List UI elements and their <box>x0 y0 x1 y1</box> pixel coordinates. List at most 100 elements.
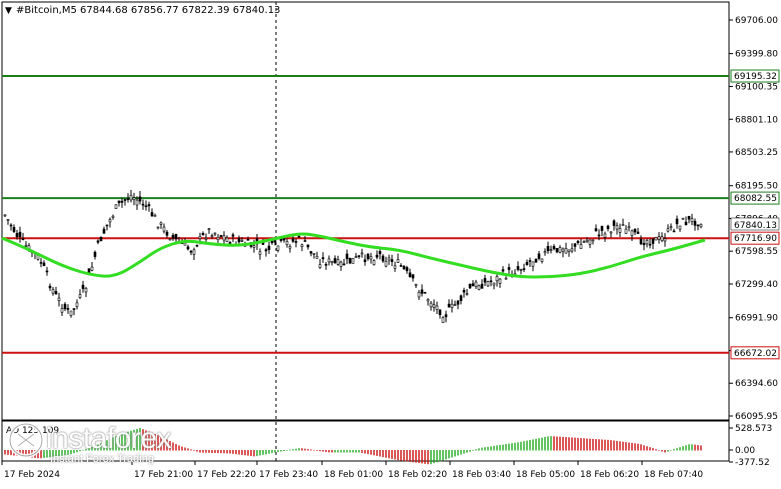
candle-body <box>534 258 538 263</box>
candle-body <box>93 251 97 257</box>
candle-body <box>621 224 625 226</box>
candle-body <box>228 242 232 245</box>
candle-body <box>600 225 604 231</box>
ao-tick-label: -377.52 <box>735 458 770 468</box>
candle-body <box>684 221 688 225</box>
candle-body <box>69 310 73 316</box>
candle-body <box>426 299 430 302</box>
price-tick-label: 66394.60 <box>735 379 778 389</box>
candle-body <box>516 266 520 270</box>
candle-body <box>579 244 583 249</box>
candle-body <box>408 272 412 278</box>
candle-body <box>282 238 286 241</box>
candle-body <box>159 222 163 225</box>
time-tick-label: 17 Feb 2024 <box>4 470 60 480</box>
candle-body <box>57 297 61 302</box>
candle-body <box>207 228 211 231</box>
candle-body <box>105 224 109 227</box>
candle-body <box>498 278 502 284</box>
candle-body <box>531 261 535 267</box>
candle-body <box>627 226 631 229</box>
candle-body <box>219 235 223 237</box>
price-tick-label: 66991.90 <box>735 314 778 324</box>
candle-body <box>63 303 67 310</box>
candle-body <box>390 259 394 262</box>
candle-body <box>165 231 169 236</box>
triangle-down-icon[interactable]: ▼ <box>5 6 12 16</box>
price-tick-label: 69399.80 <box>735 50 778 60</box>
candle-body <box>468 283 472 289</box>
candle-body <box>618 228 622 233</box>
candle-body <box>456 300 460 305</box>
candle-body <box>213 232 217 235</box>
candle-body <box>189 250 193 253</box>
candle-body <box>384 260 388 267</box>
candle-body <box>597 234 601 237</box>
candle-body <box>441 317 445 323</box>
candle-body <box>402 266 406 270</box>
candle-body <box>21 238 25 240</box>
candle-body <box>630 230 634 236</box>
candle-body <box>363 259 367 263</box>
candle-body <box>435 305 439 311</box>
ao-axis: 528.573 0.00 -377.52 <box>729 424 772 468</box>
candle-body <box>345 253 349 260</box>
candle-body <box>246 239 250 241</box>
candle-body <box>483 278 487 283</box>
candle-body <box>324 264 328 266</box>
candle-body <box>432 304 436 308</box>
candle-body <box>528 260 532 262</box>
candle-body <box>609 231 613 234</box>
candle-body <box>576 240 580 244</box>
candle-body <box>366 253 370 260</box>
candle-body <box>81 284 85 289</box>
candle-body <box>204 237 208 240</box>
candle-body <box>291 238 295 242</box>
candle-body <box>66 308 70 310</box>
candle-body <box>501 269 505 272</box>
candle-body <box>99 236 103 242</box>
candle-body <box>129 194 133 201</box>
candle-body <box>375 254 379 258</box>
candle-body <box>489 280 493 283</box>
candle-body <box>420 289 424 294</box>
candle-body <box>312 253 316 255</box>
candle-body <box>168 238 172 241</box>
candle-body <box>651 238 655 244</box>
candle-body <box>558 247 562 253</box>
candle-body <box>276 245 280 251</box>
candle-body <box>360 252 364 255</box>
candle-body <box>78 294 82 298</box>
candle-body <box>75 302 79 307</box>
candle-body <box>342 263 346 266</box>
candle-body <box>561 248 565 252</box>
time-tick-label: 17 Feb 23:40 <box>259 470 318 480</box>
time-tick-label: 18 Feb 01:00 <box>324 470 383 480</box>
candle-body <box>459 295 463 301</box>
candle-body <box>639 239 643 245</box>
candle-body <box>90 266 94 271</box>
candle-body <box>645 240 649 245</box>
level-tag <box>730 69 780 83</box>
price-tick-label: 67598.55 <box>735 247 778 257</box>
candle-body <box>462 290 466 293</box>
candle-body <box>582 241 586 243</box>
ao-tick-label: 528.573 <box>735 424 772 434</box>
candle-body <box>663 238 667 242</box>
candle-body <box>330 261 334 264</box>
level-label: 66672.02 <box>734 349 777 359</box>
candle-body <box>543 251 547 254</box>
candle-body <box>120 200 124 203</box>
candle-body <box>414 283 418 286</box>
candle-body <box>570 248 574 252</box>
time-tick-label: 18 Feb 07:40 <box>644 470 703 480</box>
candle-body <box>111 215 115 218</box>
price-tick-label: 67299.40 <box>735 280 778 290</box>
candle-body <box>396 259 400 263</box>
candle-body <box>12 227 16 232</box>
time-tick-label: 18 Feb 02:20 <box>388 470 447 480</box>
candle-body <box>540 258 544 262</box>
candle-body <box>6 219 10 221</box>
candle-body <box>171 235 175 239</box>
